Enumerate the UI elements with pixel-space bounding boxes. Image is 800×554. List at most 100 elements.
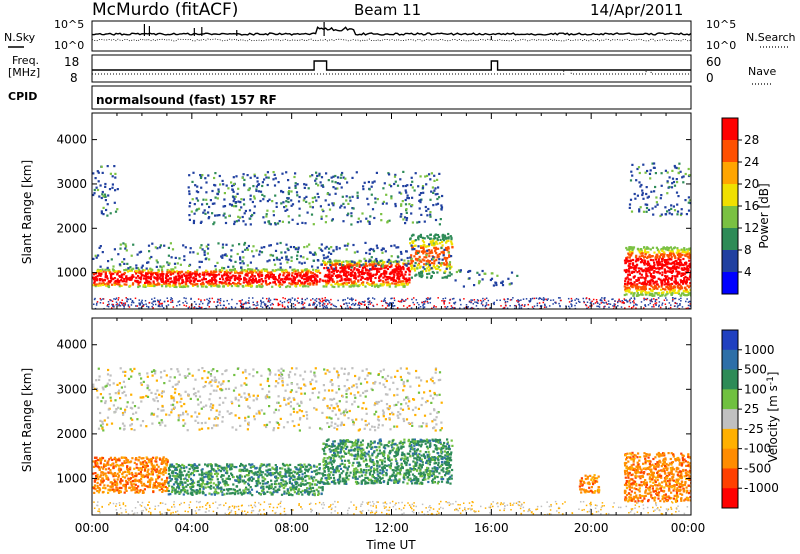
data-cell (233, 220, 236, 223)
data-cell (214, 281, 217, 284)
data-cell (688, 292, 691, 295)
data-cell (419, 199, 422, 202)
data-cell (367, 297, 369, 300)
data-cell (138, 302, 140, 304)
data-cell (158, 300, 160, 303)
data-cell (396, 260, 399, 263)
data-cell (430, 243, 434, 247)
data-cell (258, 275, 261, 278)
data-cell (681, 272, 684, 275)
data-cell (653, 298, 655, 300)
data-cell (639, 276, 642, 279)
data-cell (425, 269, 428, 272)
data-cell (552, 303, 554, 305)
data-cell (102, 486, 105, 489)
data-cell (328, 270, 331, 273)
data-cell (319, 248, 322, 251)
data-cell (188, 281, 191, 284)
data-cell (95, 186, 98, 189)
data-cell (677, 258, 680, 261)
data-cell (103, 484, 106, 487)
data-cell (214, 275, 217, 278)
data-cell (150, 271, 153, 274)
data-cell (515, 304, 517, 307)
data-cell (239, 277, 242, 281)
data-cell (400, 192, 403, 195)
data-cell (259, 190, 263, 193)
data-cell (149, 267, 152, 270)
data-cell (278, 274, 281, 277)
data-cell (160, 268, 164, 272)
data-cell (649, 273, 653, 276)
data-cell (309, 283, 312, 286)
data-cell (154, 300, 157, 302)
data-cell (223, 282, 226, 285)
data-cell (223, 272, 226, 276)
data-cell (439, 269, 442, 272)
data-cell (106, 165, 109, 168)
data-cell (339, 283, 343, 286)
data-cell (438, 196, 441, 199)
data-cell (517, 299, 519, 301)
data-cell (154, 283, 157, 286)
data-cell (392, 307, 394, 309)
data-cell (336, 280, 339, 283)
data-cell (174, 256, 177, 259)
data-cell (165, 479, 168, 482)
data-cell (378, 279, 381, 282)
data-cell (387, 283, 390, 286)
data-cell (125, 474, 128, 477)
data-cell (678, 289, 681, 292)
data-cell (170, 271, 173, 274)
data-cell (96, 476, 99, 479)
data-cell (268, 299, 270, 301)
data-cell (546, 299, 549, 301)
data-cell (97, 171, 100, 174)
data-cell (201, 302, 204, 305)
data-cell (233, 222, 236, 226)
data-cell (639, 206, 642, 209)
data-cell (302, 307, 304, 309)
data-cell (139, 250, 143, 253)
data-cell (163, 244, 166, 247)
data-cell (657, 271, 660, 274)
data-cell (352, 302, 354, 305)
data-cell (408, 203, 411, 206)
data-cell (659, 197, 662, 200)
data-cell (116, 478, 119, 481)
data-cell (644, 267, 647, 270)
data-cell (196, 252, 199, 255)
data-cell (689, 289, 691, 292)
data-cell (540, 305, 543, 307)
data-cell (198, 305, 200, 308)
data-cell (374, 276, 377, 280)
data-cell (417, 236, 420, 239)
data-cell (636, 271, 639, 274)
data-cell (621, 301, 623, 304)
data-cell (253, 173, 256, 176)
data-cell (182, 302, 184, 304)
data-cell (626, 256, 629, 259)
data-cell (424, 205, 427, 209)
data-cell (113, 201, 116, 204)
data-cell (517, 300, 520, 303)
data-cell (220, 255, 223, 258)
data-cell (419, 305, 422, 308)
data-cell (279, 281, 282, 284)
data-cell (288, 285, 292, 288)
data-cell (417, 245, 420, 248)
data-cell (687, 278, 691, 281)
data-cell (425, 254, 428, 257)
data-cell (207, 174, 210, 177)
data-cell (230, 276, 233, 279)
data-cell (682, 292, 685, 295)
data-cell (223, 274, 226, 277)
data-cell (241, 176, 244, 179)
data-cell (409, 238, 412, 241)
data-cell (345, 199, 348, 202)
data-cell (353, 271, 356, 274)
data-cell (142, 489, 145, 492)
data-cell (123, 491, 126, 494)
data-cell (109, 271, 112, 274)
data-cell (136, 267, 140, 270)
